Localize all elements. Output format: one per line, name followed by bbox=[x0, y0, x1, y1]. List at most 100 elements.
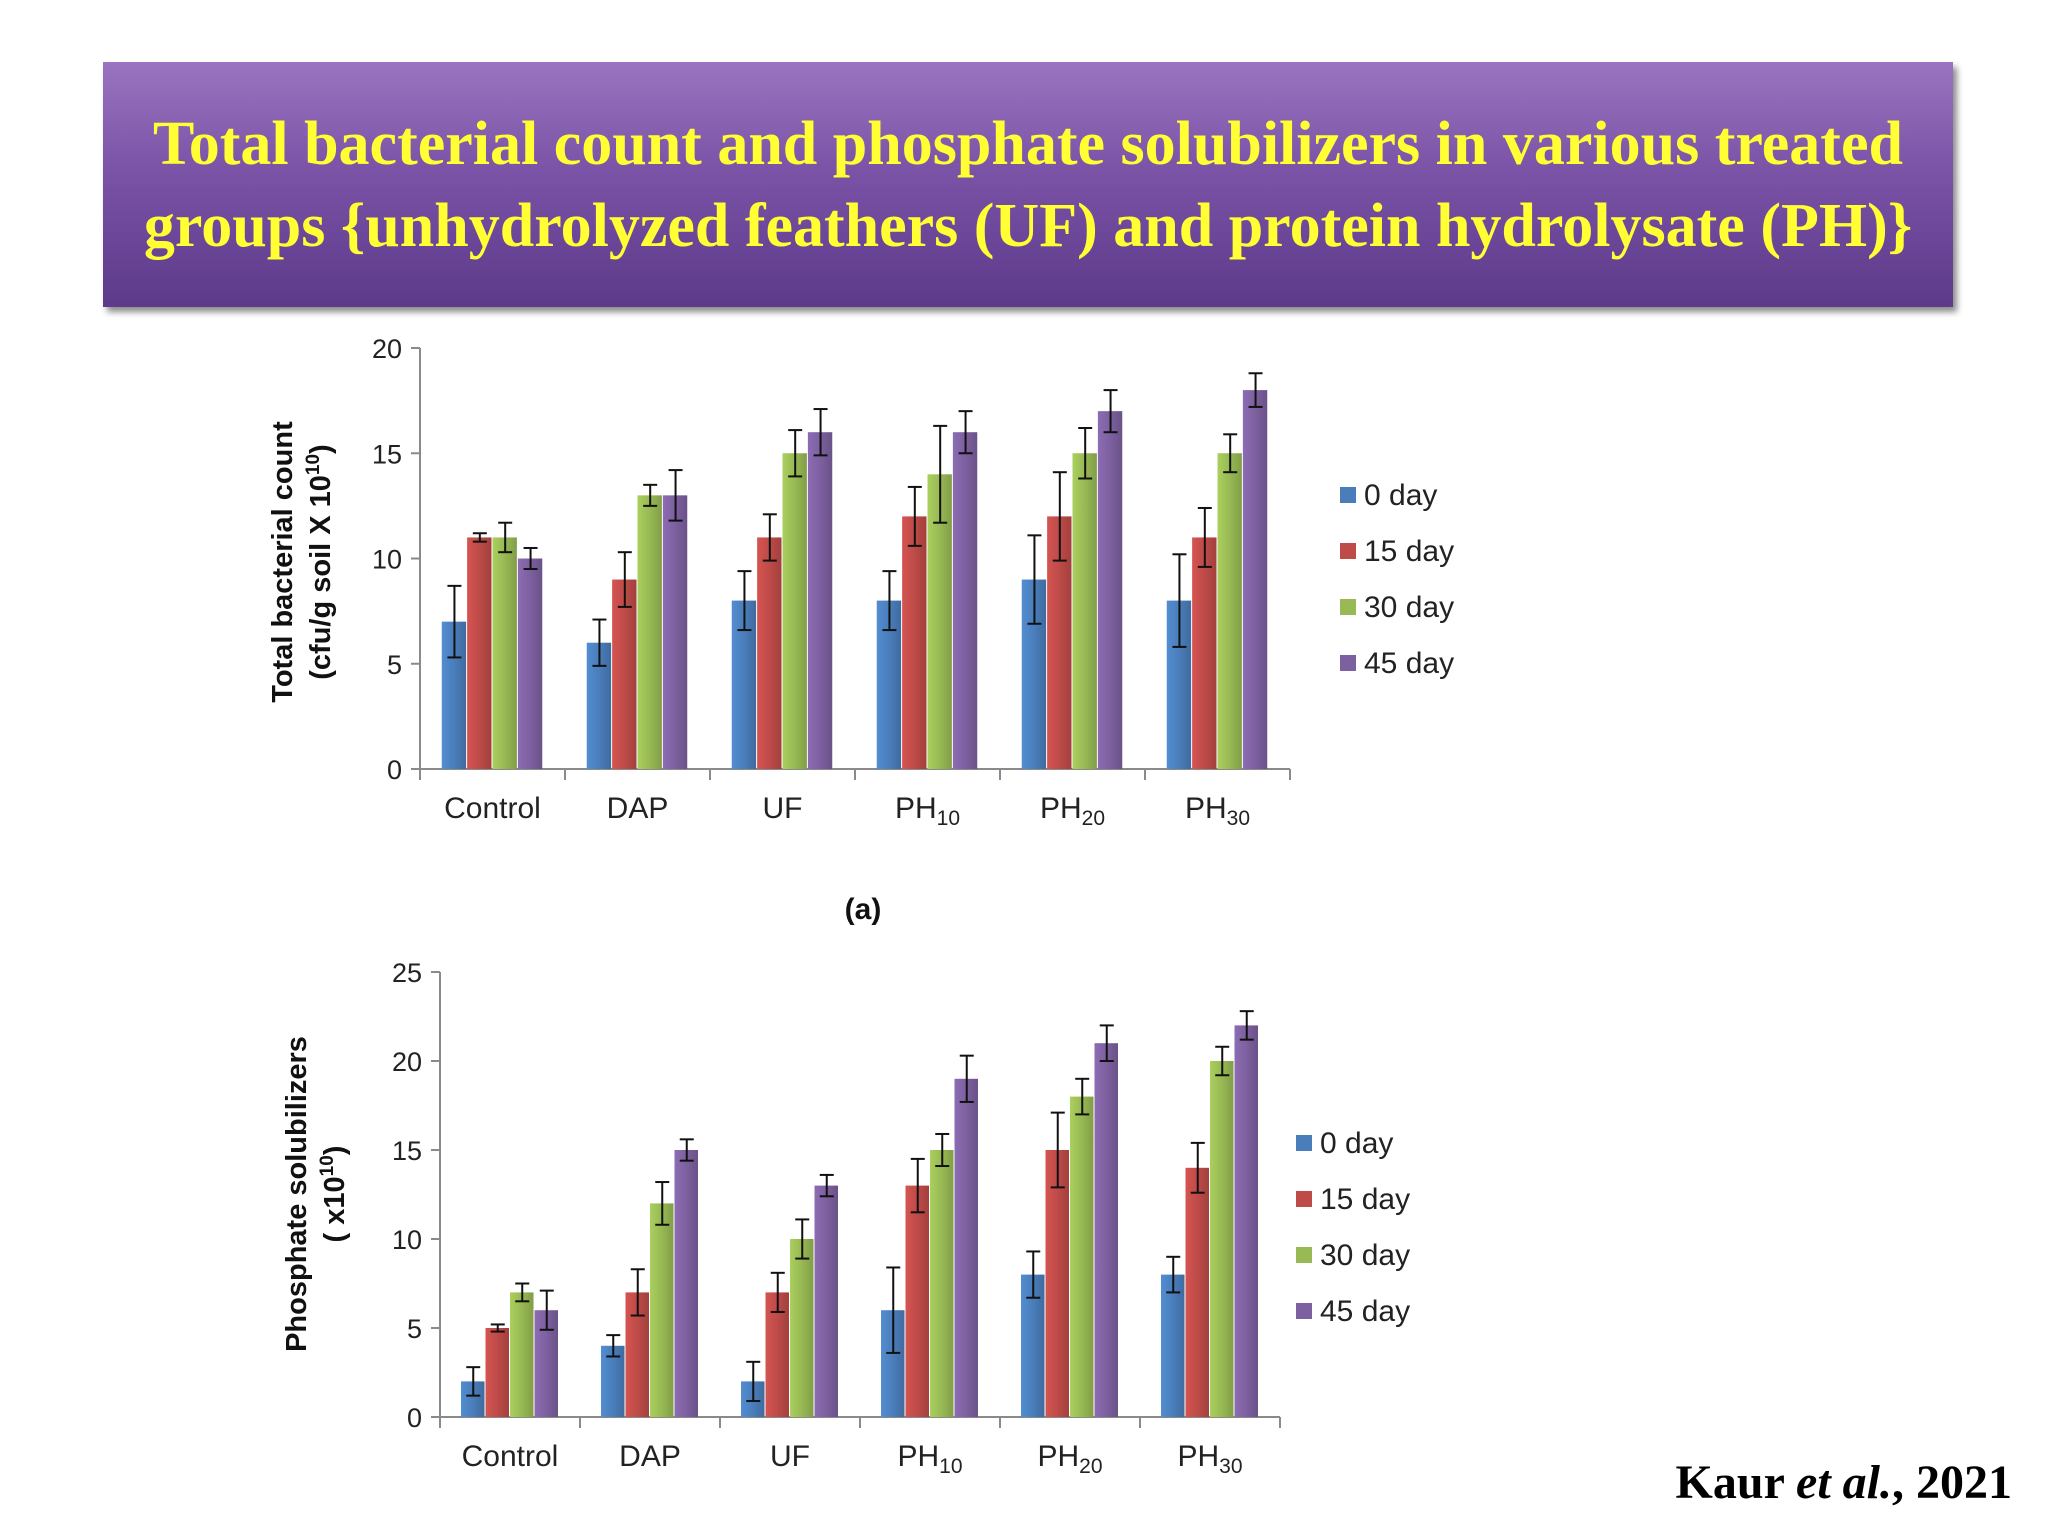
title-banner: Total bacterial count and phosphate solu… bbox=[103, 62, 1953, 307]
x-tick-label-base: UF bbox=[763, 792, 803, 825]
bar bbox=[1242, 390, 1268, 769]
bar bbox=[1072, 453, 1097, 769]
y-tick-label: 0 bbox=[407, 1403, 422, 1433]
y-tick-label: 5 bbox=[387, 650, 402, 680]
legend-label: 15 day bbox=[1320, 1183, 1410, 1216]
legend-swatch bbox=[1296, 1135, 1312, 1151]
y-axis-label-suffix: ) bbox=[305, 444, 337, 454]
bar bbox=[807, 432, 833, 769]
x-tick-label-base: PH bbox=[1177, 1440, 1219, 1473]
x-tick-label: DAP bbox=[619, 1440, 681, 1473]
y-tick-label: 10 bbox=[392, 1225, 422, 1255]
x-tick-label-subscript: 30 bbox=[1219, 1455, 1242, 1478]
y-axis-label-group: Total bacterial count (cfu/g soil X 1010) bbox=[267, 421, 337, 703]
bar bbox=[1185, 1167, 1209, 1417]
y-tick-label: 20 bbox=[372, 334, 402, 364]
slide-title: Total bacterial count and phosphate solu… bbox=[143, 109, 1913, 260]
legend-swatch bbox=[1340, 487, 1356, 503]
x-tick-label-base: PH bbox=[1037, 1440, 1079, 1473]
bar bbox=[954, 1078, 978, 1417]
x-tick-label: DAP bbox=[607, 792, 669, 825]
bar bbox=[1210, 1061, 1234, 1417]
x-tick-label: PH20 bbox=[1040, 792, 1105, 830]
bar bbox=[1097, 411, 1123, 769]
y-tick-label: 15 bbox=[392, 1136, 422, 1166]
bar bbox=[930, 1150, 954, 1417]
bar bbox=[902, 516, 927, 769]
y-axis-label-line2: ( x1010) bbox=[317, 1146, 351, 1243]
x-tick-label: UF bbox=[770, 1440, 810, 1473]
y-axis-label-group: Phosphate solubilizers( x1010) bbox=[281, 1036, 351, 1352]
bar bbox=[814, 1185, 838, 1417]
bar bbox=[905, 1185, 929, 1417]
x-tick-label: PH30 bbox=[1177, 1440, 1242, 1478]
bar bbox=[517, 558, 543, 769]
x-tick-label-subscript: 20 bbox=[1082, 807, 1105, 830]
bar bbox=[765, 1292, 789, 1417]
x-tick-label: PH10 bbox=[895, 792, 960, 830]
bar bbox=[1070, 1096, 1094, 1417]
y-tick-label: 10 bbox=[372, 545, 402, 575]
bar bbox=[1234, 1025, 1258, 1417]
x-tick-label: Control bbox=[462, 1440, 559, 1473]
bar bbox=[612, 579, 637, 769]
y-axis-label-line1: Total bacterial count bbox=[267, 421, 299, 703]
x-tick-label-base: PH bbox=[1185, 792, 1227, 825]
bar bbox=[625, 1292, 649, 1417]
legend-label: 30 day bbox=[1364, 591, 1454, 624]
legend-label: 30 day bbox=[1320, 1239, 1410, 1272]
bar bbox=[637, 495, 662, 769]
bar bbox=[782, 453, 807, 769]
bar bbox=[485, 1328, 509, 1417]
bar bbox=[492, 537, 517, 769]
x-tick-label-base: Control bbox=[462, 1440, 559, 1473]
y-axis-label-line1: Phosphate solubilizers bbox=[281, 1036, 313, 1352]
bar bbox=[534, 1310, 558, 1417]
citation-etal: et al. bbox=[1796, 1456, 1892, 1509]
y-axis-label-suffix: ) bbox=[319, 1146, 351, 1156]
bar bbox=[461, 1381, 485, 1417]
bar bbox=[662, 495, 688, 769]
y-tick-label: 0 bbox=[387, 755, 402, 785]
bar bbox=[1217, 453, 1242, 769]
y-axis-label-prefix: (cfu/g soil X 10 bbox=[305, 475, 337, 680]
bar bbox=[510, 1292, 534, 1417]
x-tick-label-subscript: 10 bbox=[939, 1455, 962, 1478]
citation-year: , 2021 bbox=[1892, 1456, 2012, 1509]
x-tick-label-base: PH bbox=[1040, 792, 1082, 825]
y-tick-label: 20 bbox=[392, 1047, 422, 1077]
y-axis-label-line2: (cfu/g soil X 1010) bbox=[303, 444, 337, 679]
x-tick-label-base: PH bbox=[897, 1440, 939, 1473]
y-axis-label-prefix: ( x10 bbox=[319, 1176, 351, 1242]
y-tick-label: 25 bbox=[392, 958, 422, 988]
citation-author: Kaur bbox=[1675, 1456, 1785, 1509]
panel-label: (a) bbox=[845, 893, 882, 926]
legend-label: 45 day bbox=[1320, 1295, 1410, 1328]
bar bbox=[1192, 537, 1217, 769]
x-tick-label-subscript: 20 bbox=[1079, 1455, 1102, 1478]
x-tick-label-base: UF bbox=[770, 1440, 810, 1473]
bar bbox=[952, 432, 978, 769]
x-tick-label-base: Control bbox=[444, 792, 541, 825]
bar bbox=[881, 1310, 905, 1417]
bar bbox=[674, 1150, 698, 1417]
legend-label: 0 day bbox=[1364, 479, 1437, 512]
citation: Kaur et al., 2021 bbox=[1676, 1455, 2012, 1510]
x-tick-label: Control bbox=[444, 792, 541, 825]
x-tick-label: PH10 bbox=[897, 1440, 962, 1478]
legend-swatch bbox=[1296, 1303, 1312, 1319]
legend-swatch bbox=[1340, 655, 1356, 671]
bar bbox=[650, 1203, 674, 1417]
bar bbox=[1094, 1043, 1118, 1417]
x-tick-label-subscript: 10 bbox=[937, 807, 960, 830]
bar bbox=[601, 1345, 625, 1417]
y-tick-label: 5 bbox=[407, 1314, 422, 1344]
y-tick-label: 15 bbox=[372, 439, 402, 469]
legend-swatch bbox=[1340, 543, 1356, 559]
y-axis-label-exponent: 10 bbox=[303, 454, 324, 475]
legend-swatch bbox=[1296, 1247, 1312, 1263]
legend-swatch bbox=[1296, 1191, 1312, 1207]
y-axis-label-exponent: 10 bbox=[317, 1155, 338, 1176]
